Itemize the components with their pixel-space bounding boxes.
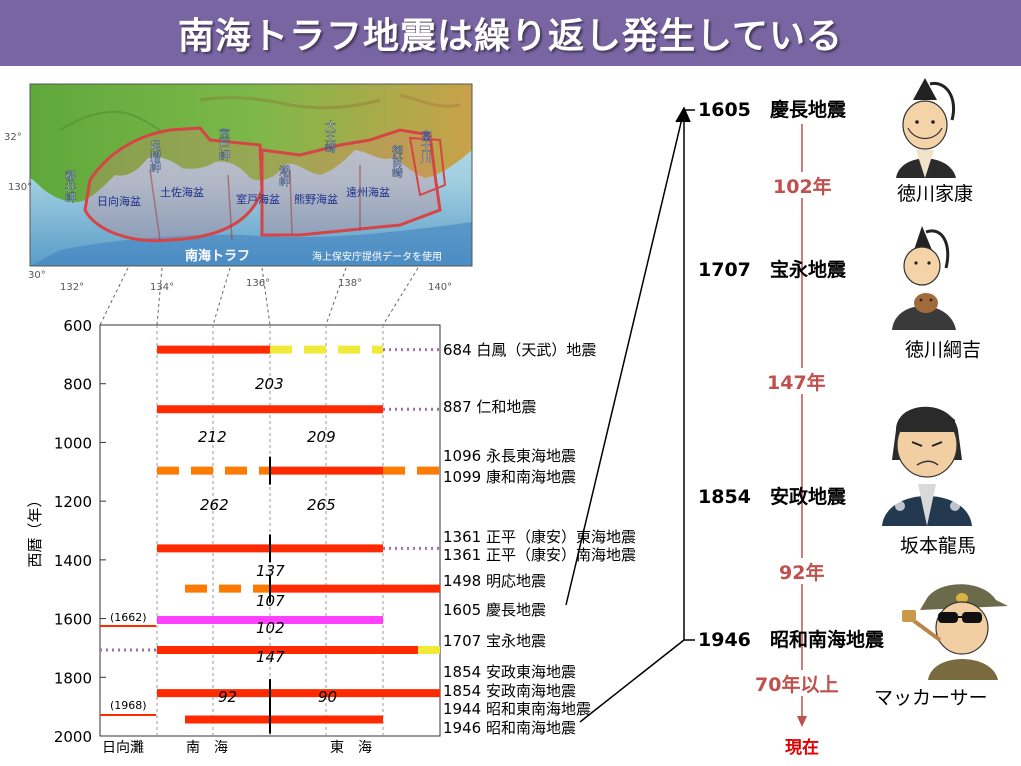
cape-label-ashizuri: 足摺岬 <box>149 140 162 174</box>
interval-262: 262 <box>200 496 229 514</box>
y-tick-label: 800 <box>63 376 92 394</box>
lat-label-30: 30° <box>28 270 46 281</box>
rupture-chart: 600 800 1000 1200 1400 1600 1800 2000 684 白鳳（天武… <box>26 317 636 756</box>
right-timeline: 1605 慶長地震 1707 宝永地震 1854 安政地震 1946 昭和南海地… <box>698 78 1008 758</box>
y-tick-label: 2000 <box>54 728 92 746</box>
region-label-hyuganada: 日向灘 <box>102 740 144 756</box>
y-tick-label: 1800 <box>54 669 92 687</box>
basin-label-hyuga: 日向海盆 <box>97 194 141 208</box>
lat-label-32: 32° <box>4 132 22 143</box>
cape-label-toi: 都井岬 <box>64 170 77 204</box>
gap-92: 92年 <box>779 561 824 584</box>
chart-bars <box>100 345 440 734</box>
chart-y-axis-label: 西暦（年） <box>26 492 44 567</box>
lon-label-138: 138° <box>338 278 362 289</box>
event-label-1946: 1946 昭和南海地震 <box>443 719 576 737</box>
timeline-arrow-head <box>797 716 807 727</box>
interval-203: 203 <box>255 375 284 393</box>
person-ryoma: 坂本龍馬 <box>900 535 976 557</box>
interval-102: 102 <box>256 619 285 637</box>
chart-y-ticks: 600 800 1000 1200 1400 1600 1800 2000 <box>54 317 106 746</box>
gap-70-plus: 70年以上 <box>755 673 838 696</box>
basin-label-enshu: 遠州海盆 <box>346 185 390 199</box>
y-tick-label: 1000 <box>54 434 92 452</box>
nankai-map: 都井岬 足摺岬 室戸岬 潮岬 大王崎 御前崎 富士川 日向海盆 土佐海盆 室戸海… <box>30 84 472 266</box>
lon-label-140: 140° <box>428 282 452 293</box>
event-name-showa-nankai: 昭和南海地震 <box>770 628 885 651</box>
lon-label-134: 134° <box>150 282 174 293</box>
region-label-tokai: 東 海 <box>330 740 372 756</box>
event-label-1707: 1707 宝永地震 <box>443 632 546 650</box>
portrait-macarthur <box>902 584 1008 680</box>
basin-label-muroto: 室戸海盆 <box>236 192 280 206</box>
region-label-nankai: 南 海 <box>186 740 228 756</box>
lon-label-130: 130° <box>8 182 32 193</box>
y-tick-label: 1200 <box>54 493 92 511</box>
basin-label-tosa: 土佐海盆 <box>160 185 204 199</box>
event-label-1099: 1099 康和南海地震 <box>443 468 576 486</box>
interval-212: 212 <box>198 428 227 446</box>
event-label-1944: 1944 昭和東南海地震 <box>443 700 591 718</box>
gap-102: 102年 <box>773 175 832 198</box>
cape-label-muroto: 室戸岬 <box>218 127 231 162</box>
interval-265: 265 <box>307 496 336 514</box>
portrait-tsunayoshi <box>892 226 956 330</box>
person-ieyasu: 徳川家康 <box>897 183 973 205</box>
map-credit: 海上保安庁提供データを使用 <box>312 250 442 263</box>
event-year-1707: 1707 <box>698 259 751 281</box>
event-label-684: 684 白鳳（天武）地震 <box>443 341 596 359</box>
person-macarthur: マッカーサー <box>874 687 988 709</box>
title-banner: 南海トラフ地震は繰り返し発生している <box>0 0 1021 66</box>
event-label-1361: 1361 正平（康安）南海地震 <box>443 546 636 564</box>
trough-label: 南海トラフ <box>185 248 250 264</box>
interval-137: 137 <box>256 562 285 580</box>
interval-209: 209 <box>307 428 336 446</box>
cape-label-omaezaki: 御前崎 <box>391 144 404 178</box>
event-year-1605: 1605 <box>698 99 751 121</box>
connector-arrows <box>565 106 695 723</box>
portrait-ieyasu <box>896 78 956 178</box>
hyuga-1662-label: (1662) <box>110 611 147 624</box>
event-name-hoei: 宝永地震 <box>770 258 847 281</box>
event-name-ansei: 安政地震 <box>770 485 847 508</box>
event-label-1854: 1854 安政東海地震 <box>443 663 576 681</box>
chart-grid <box>156 325 384 736</box>
interval-107: 107 <box>256 592 285 610</box>
page-title: 南海トラフ地震は繰り返し発生している <box>178 16 843 57</box>
event-label-1605: 1605 慶長地震 <box>443 601 546 619</box>
y-tick-label: 600 <box>63 317 92 335</box>
now-label: 現在 <box>785 737 819 758</box>
event-label-1854: 1854 安政南海地震 <box>443 682 576 700</box>
cape-label-fujikawa: 富士川 <box>420 129 433 163</box>
hyuga-1968-label: (1968) <box>110 699 147 712</box>
event-label-887: 887 仁和地震 <box>443 398 536 416</box>
lon-label-132: 132° <box>60 282 84 293</box>
lon-label-136: 136° <box>246 278 270 289</box>
interval-92: 92 <box>218 688 237 706</box>
cape-label-shiono: 潮岬 <box>278 164 291 188</box>
y-tick-label: 1600 <box>54 611 92 629</box>
event-year-1854: 1854 <box>698 486 751 508</box>
interval-90: 90 <box>318 688 337 706</box>
event-year-1946: 1946 <box>698 629 751 651</box>
map-projection-lines <box>99 267 419 326</box>
portrait-ryoma <box>882 406 972 526</box>
basin-label-kumano: 熊野海盆 <box>294 192 338 206</box>
gap-147: 147年 <box>767 371 826 394</box>
person-tsunayoshi: 徳川綱吉 <box>905 339 981 361</box>
map-frame <box>29 83 473 267</box>
event-label-1096: 1096 永長東海地震 <box>443 447 576 465</box>
event-label-1498: 1498 明応地震 <box>443 572 546 590</box>
event-label-1361: 1361 正平（康安）東海地震 <box>443 528 636 546</box>
y-tick-label: 1400 <box>54 552 92 570</box>
cape-label-daio: 大王崎 <box>324 119 337 153</box>
interval-147: 147 <box>256 648 285 666</box>
chart-event-labels: 684 白鳳（天武）地震 887 仁和地震 1096 永長東海地震 1099 康和南海… <box>443 341 636 737</box>
event-name-keicho: 慶長地震 <box>769 98 847 121</box>
